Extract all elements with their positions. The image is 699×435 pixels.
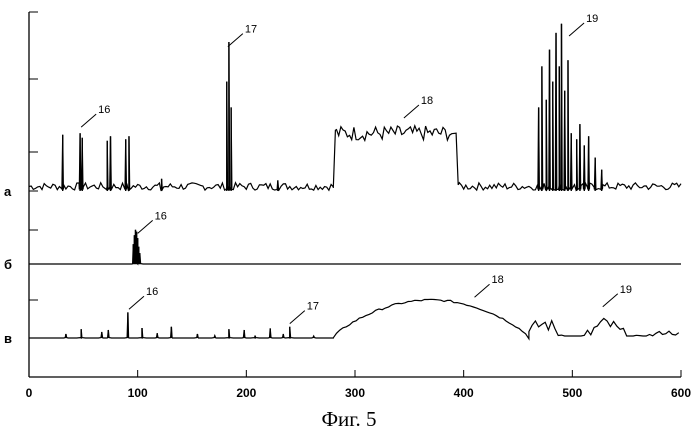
traces xyxy=(29,24,681,339)
x-tick-label: 200 xyxy=(236,386,256,400)
axes xyxy=(29,12,681,377)
annotation-label: 16 xyxy=(98,104,110,116)
x-tick-label: 400 xyxy=(454,386,474,400)
annotation-label: 16 xyxy=(146,286,158,298)
annotation-leader xyxy=(138,220,153,233)
trace-panel-c xyxy=(29,299,679,339)
annotation-label: 17 xyxy=(307,301,319,313)
x-tick-label: 600 xyxy=(671,386,691,400)
x-tick-label: 100 xyxy=(128,386,148,400)
annotation-leader xyxy=(475,284,490,297)
x-ticks: 0 100 200 300 400 500 600 xyxy=(26,370,692,400)
annotation-leader xyxy=(404,105,419,118)
annotation-leader xyxy=(603,294,618,307)
annotation-leader xyxy=(81,114,96,127)
x-tick-label: 500 xyxy=(562,386,582,400)
figure-caption: Фиг. 5 xyxy=(321,407,376,431)
x-tick-label: 300 xyxy=(345,386,365,400)
annotation-leader xyxy=(129,296,144,309)
annotation-label: 17 xyxy=(245,24,257,36)
annotation-label: 19 xyxy=(586,13,598,25)
trace-panel-a xyxy=(29,24,681,190)
x-tick-label: 0 xyxy=(26,386,33,400)
annotation-leader xyxy=(569,23,584,36)
annotation-label: 18 xyxy=(421,95,433,107)
annotation-label: 18 xyxy=(492,274,504,286)
trace-panel-b xyxy=(29,230,681,264)
annotation-label: 19 xyxy=(620,284,632,296)
annotation-leader xyxy=(290,311,305,324)
panel-letter-b: б xyxy=(4,257,12,272)
panel-letter-c: в xyxy=(4,331,12,346)
annotation-label: 16 xyxy=(155,210,167,222)
panel-letter-a: а xyxy=(4,184,12,199)
annotation-leader xyxy=(228,34,243,47)
